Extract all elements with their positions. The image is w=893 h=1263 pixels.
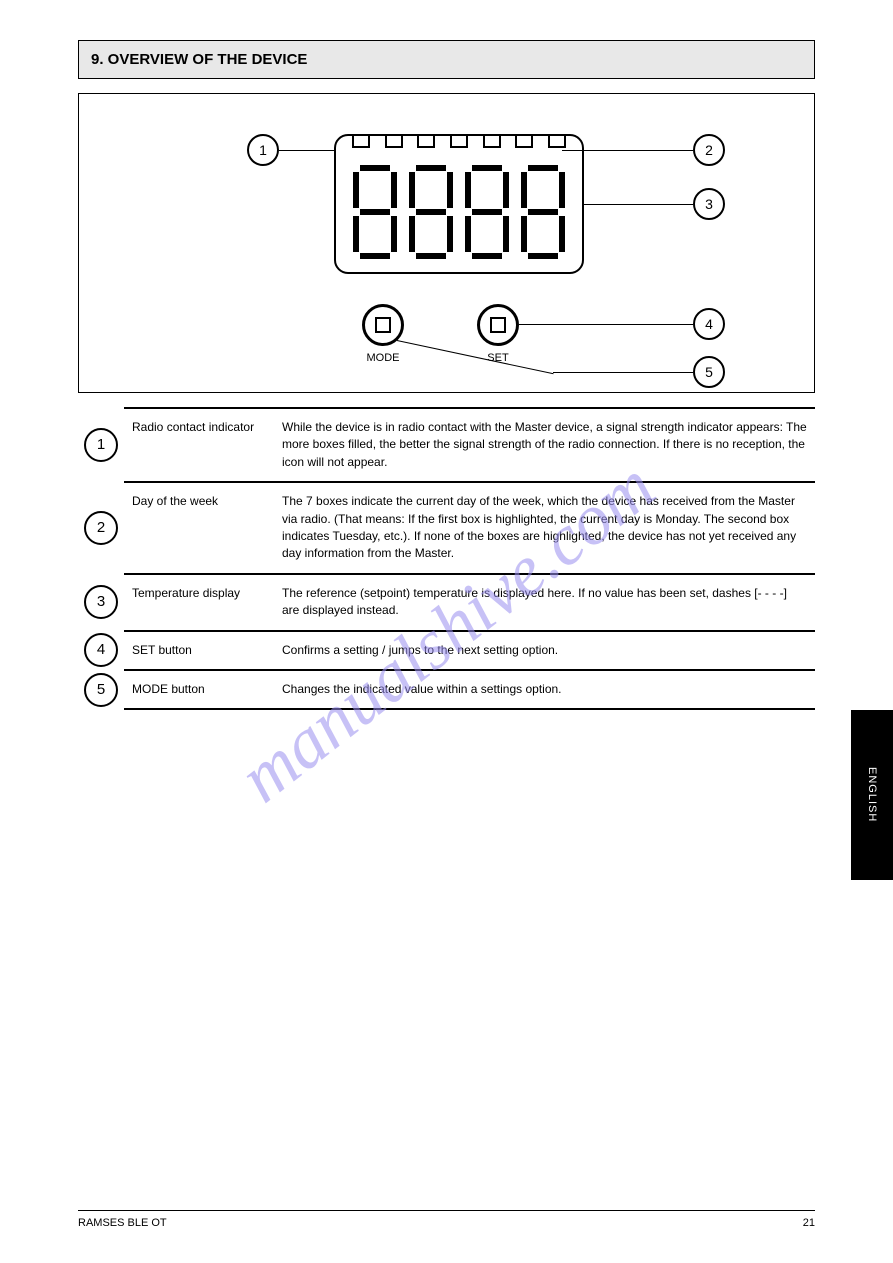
seven-segment-digits (350, 162, 568, 262)
row-desc: The 7 boxes indicate the current day of … (274, 482, 815, 574)
row-desc: Confirms a setting / jumps to the next s… (274, 631, 815, 670)
table-row: 2 Day of the week The 7 boxes indicate t… (78, 482, 815, 574)
row-desc: While the device is in radio contact wit… (274, 408, 815, 482)
set-button-icon (477, 304, 519, 346)
row-name: Temperature display (124, 574, 274, 631)
row-name: SET button (124, 631, 274, 670)
day-of-week-indicator (352, 134, 566, 154)
callout-1: 1 (247, 134, 279, 166)
page-footer: RAMSES BLE OT 21 (78, 1210, 815, 1229)
device-diagram: MODE SET 1 2 3 4 5 (78, 93, 815, 393)
description-table: 1 Radio contact indicator While the devi… (78, 407, 815, 710)
table-row: 1 Radio contact indicator While the devi… (78, 408, 815, 482)
footer-right: 21 (803, 1217, 815, 1229)
section-title: 9. OVERVIEW OF THE DEVICE (91, 51, 307, 68)
row-name: MODE button (124, 670, 274, 709)
callout-2: 2 (693, 134, 725, 166)
row-name: Radio contact indicator (124, 408, 274, 482)
row-number: 3 (84, 585, 118, 619)
table-row: 5 MODE button Changes the indicated valu… (78, 670, 815, 709)
row-desc: Changes the indicated value within a set… (274, 670, 815, 709)
callout-4: 4 (693, 308, 725, 340)
callout-5: 5 (693, 356, 725, 388)
callout-3: 3 (693, 188, 725, 220)
row-number: 1 (84, 428, 118, 462)
row-name: Day of the week (124, 482, 274, 574)
row-desc: The reference (setpoint) temperature is … (274, 574, 815, 631)
language-tab: ENGLISH (851, 710, 893, 880)
footer-left: RAMSES BLE OT (78, 1217, 167, 1229)
table-row: 4 SET button Confirms a setting / jumps … (78, 631, 815, 670)
table-row: 3 Temperature display The reference (set… (78, 574, 815, 631)
row-number: 2 (84, 511, 118, 545)
row-number: 5 (84, 673, 118, 707)
mode-button-label: MODE (353, 352, 413, 364)
row-number: 4 (84, 633, 118, 667)
section-header: 9. OVERVIEW OF THE DEVICE (78, 40, 815, 79)
lcd-screen (334, 134, 584, 274)
